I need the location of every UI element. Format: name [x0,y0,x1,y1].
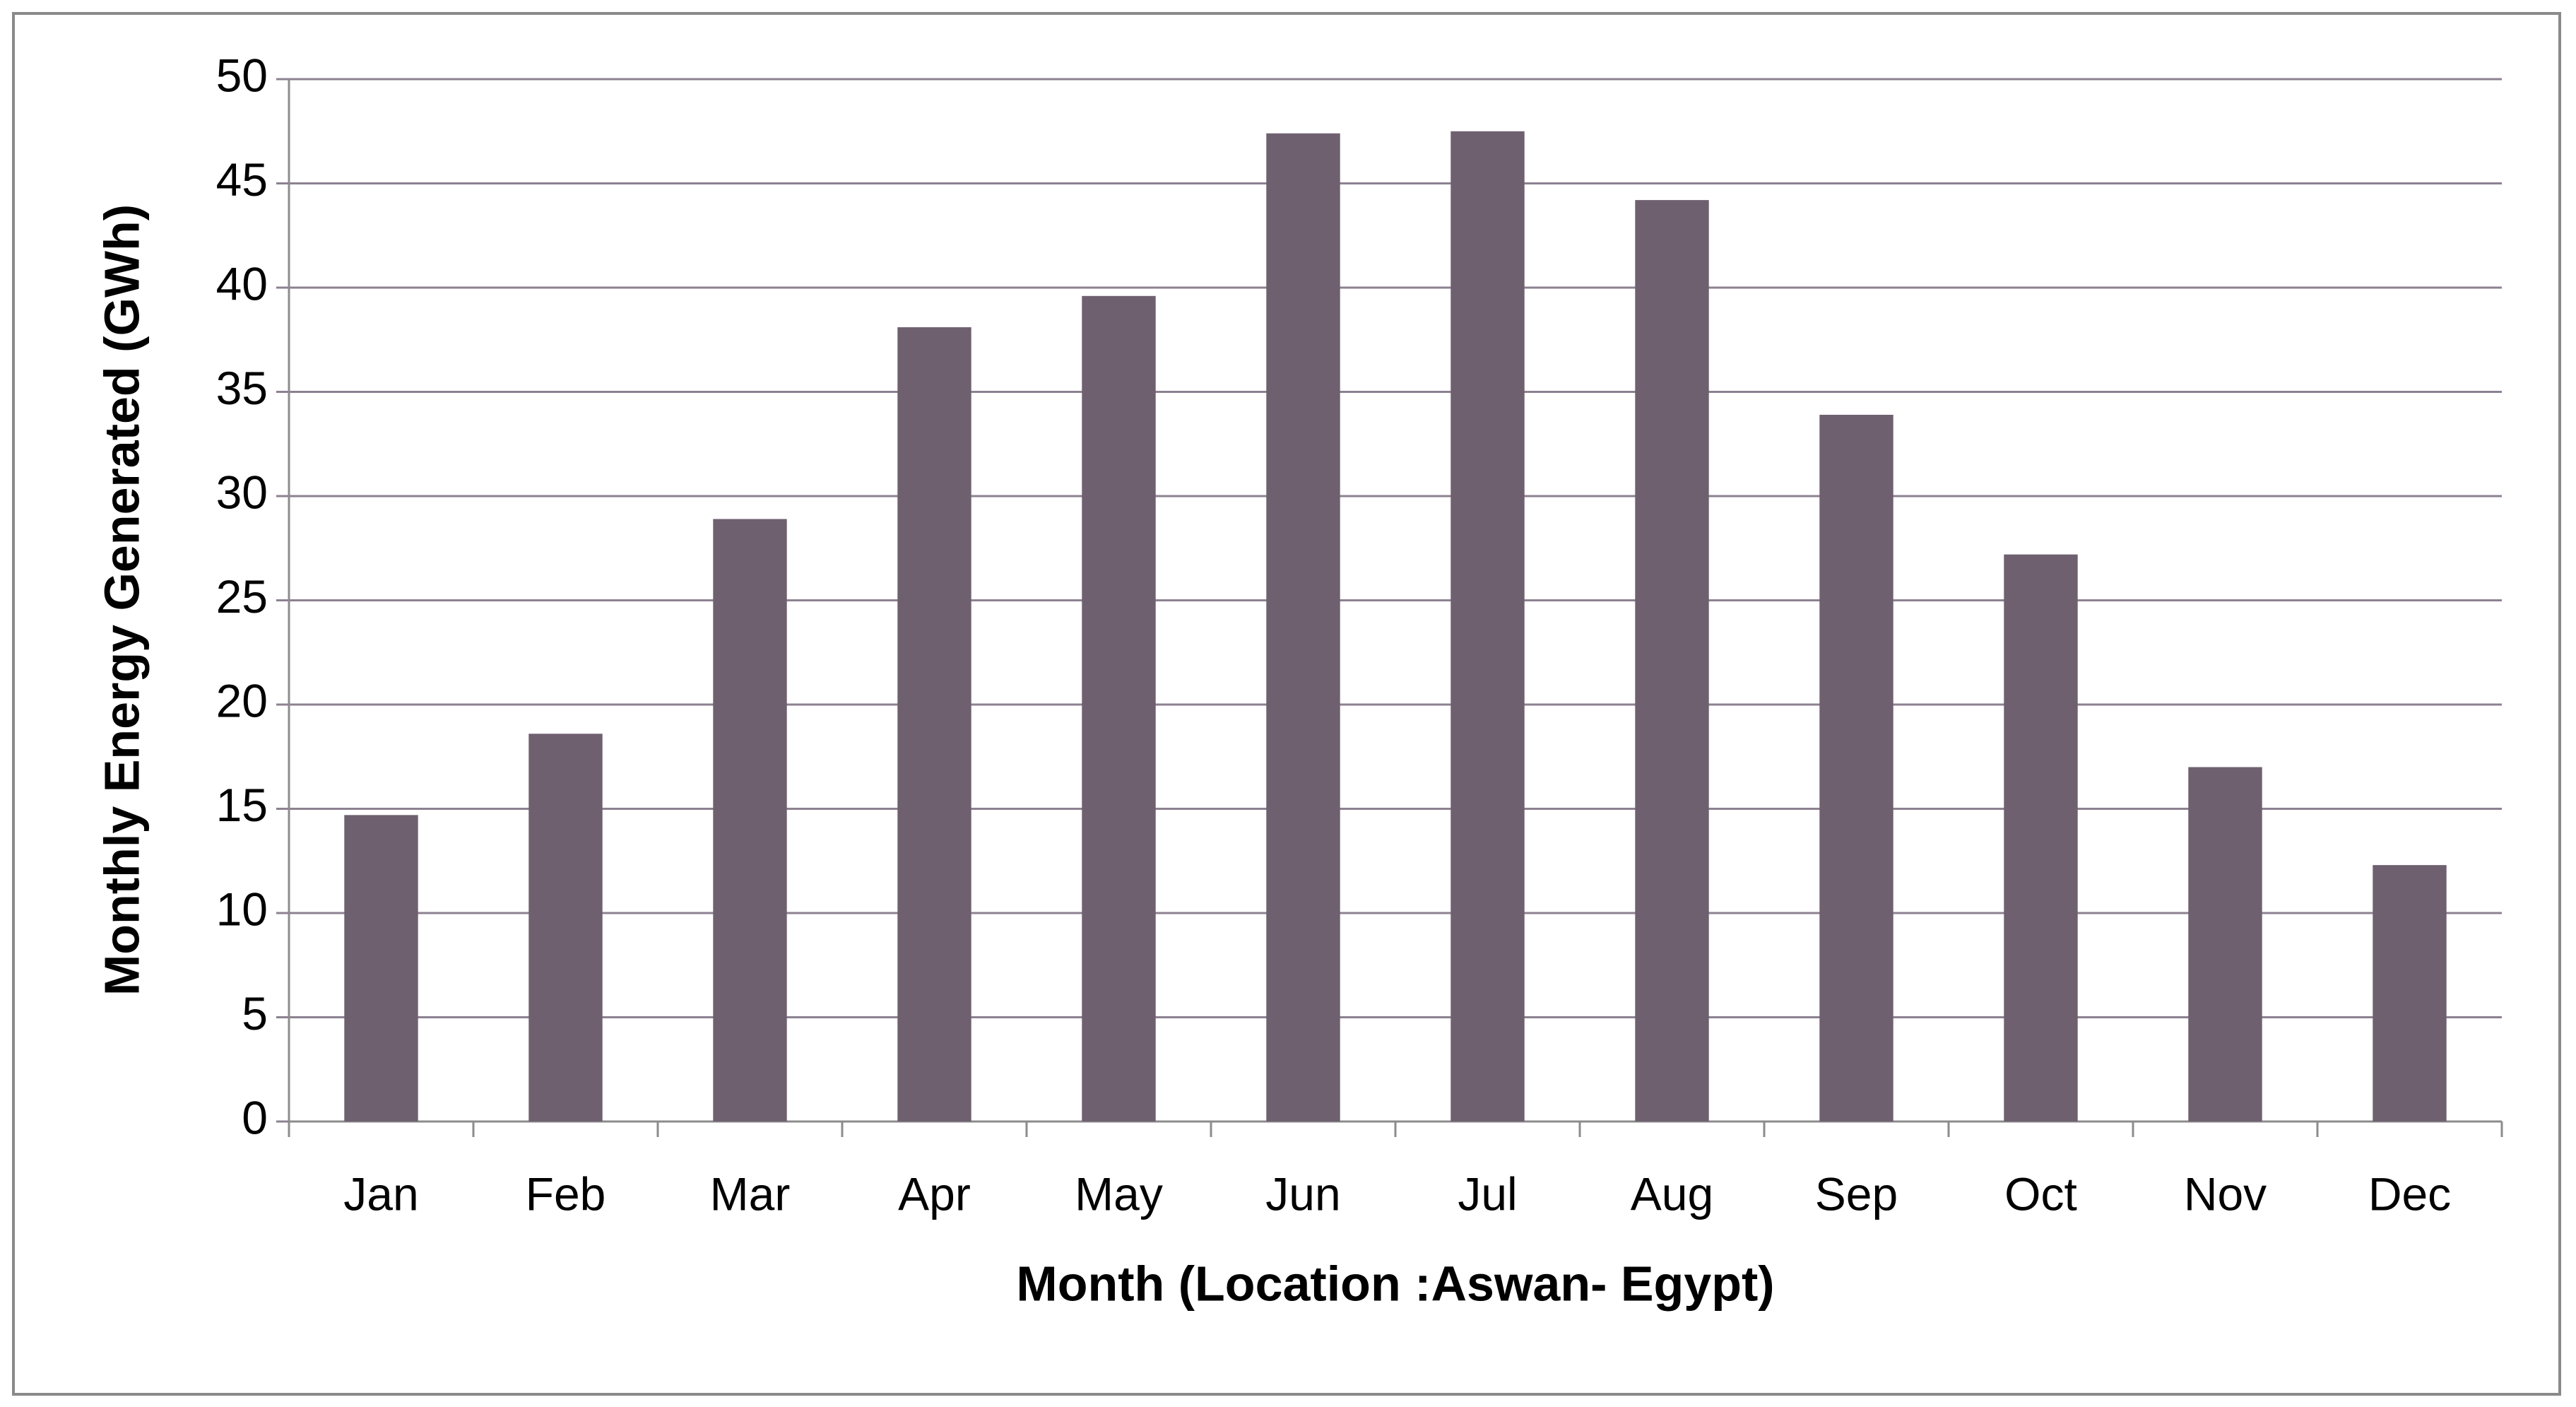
x-tick-label: Oct [2004,1167,2077,1220]
x-tick-label: Aug [1631,1167,1713,1220]
bar [2188,767,2262,1122]
bar [713,519,787,1122]
bar [1451,131,1525,1122]
bar [1082,295,1156,1122]
x-tick-label: Feb [526,1167,606,1220]
x-tick-label: Mar [710,1167,791,1220]
x-tick-label: Nov [2184,1167,2267,1220]
bar [1635,200,1709,1122]
x-axis-title: Month (Location :Aswan- Egypt) [1016,1256,1774,1311]
x-tick-label: Dec [2368,1167,2451,1220]
x-tick-label: May [1075,1167,1163,1220]
x-tick-label: Jul [1458,1167,1517,1220]
y-tick-label: 20 [216,674,268,726]
y-axis-title: Monthly Energy Generated (GWh) [94,204,149,996]
y-tick-label: 30 [216,466,268,518]
y-tick-label: 5 [242,987,268,1040]
x-tick-label: Jan [343,1167,418,1220]
bar [2373,865,2447,1122]
x-tick-label: Apr [898,1167,971,1220]
bar [1266,133,1340,1122]
x-tick-label: Sep [1815,1167,1898,1220]
y-tick-label: 0 [242,1091,268,1143]
bar [528,734,603,1122]
bar [897,327,971,1122]
y-tick-label: 25 [216,570,268,623]
y-tick-label: 45 [216,153,268,206]
y-tick-label: 10 [216,883,268,935]
y-tick-label: 15 [216,779,268,831]
x-tick-label: Jun [1265,1167,1340,1220]
y-tick-label: 40 [216,257,268,310]
y-tick-label: 50 [216,49,268,101]
bar [1819,414,1893,1122]
bar [2004,554,2078,1122]
y-tick-label: 35 [216,362,268,414]
bar [344,815,418,1122]
